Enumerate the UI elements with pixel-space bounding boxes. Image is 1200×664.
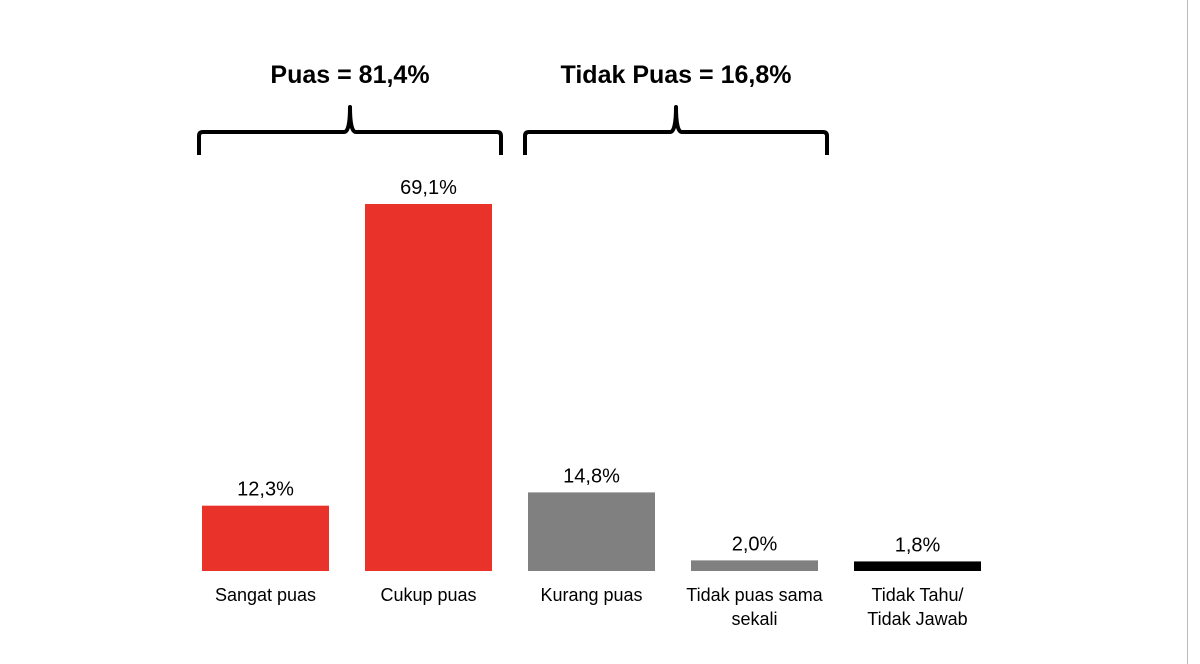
bar-3	[691, 560, 818, 571]
category-label-3: Tidak puas sama sekali	[686, 585, 823, 629]
group-title-tidak-puas: Tidak Puas = 16,8%	[560, 61, 792, 89]
bar-4	[854, 561, 981, 571]
data-label-0: 12,3%	[237, 479, 294, 501]
bar-2	[528, 492, 655, 571]
data-label-4: 1,8%	[895, 534, 941, 556]
data-label-3: 2,0%	[732, 533, 778, 555]
category-label-1: Cukup puas	[380, 585, 476, 605]
category-label-0: Sangat puas	[215, 585, 316, 605]
bar-1	[365, 204, 492, 571]
bar-0	[202, 505, 329, 571]
frame-border	[1187, 0, 1188, 664]
group-brace-1	[523, 105, 829, 155]
category-label-4: Tidak Tahu/Tidak Jawab	[867, 585, 967, 629]
data-label-1: 69,1%	[400, 177, 457, 199]
data-label-2: 14,8%	[563, 465, 620, 487]
group-title-puas: Puas = 81,4%	[270, 61, 430, 89]
category-label-2: Kurang puas	[540, 585, 642, 605]
group-brace-0	[197, 105, 503, 155]
